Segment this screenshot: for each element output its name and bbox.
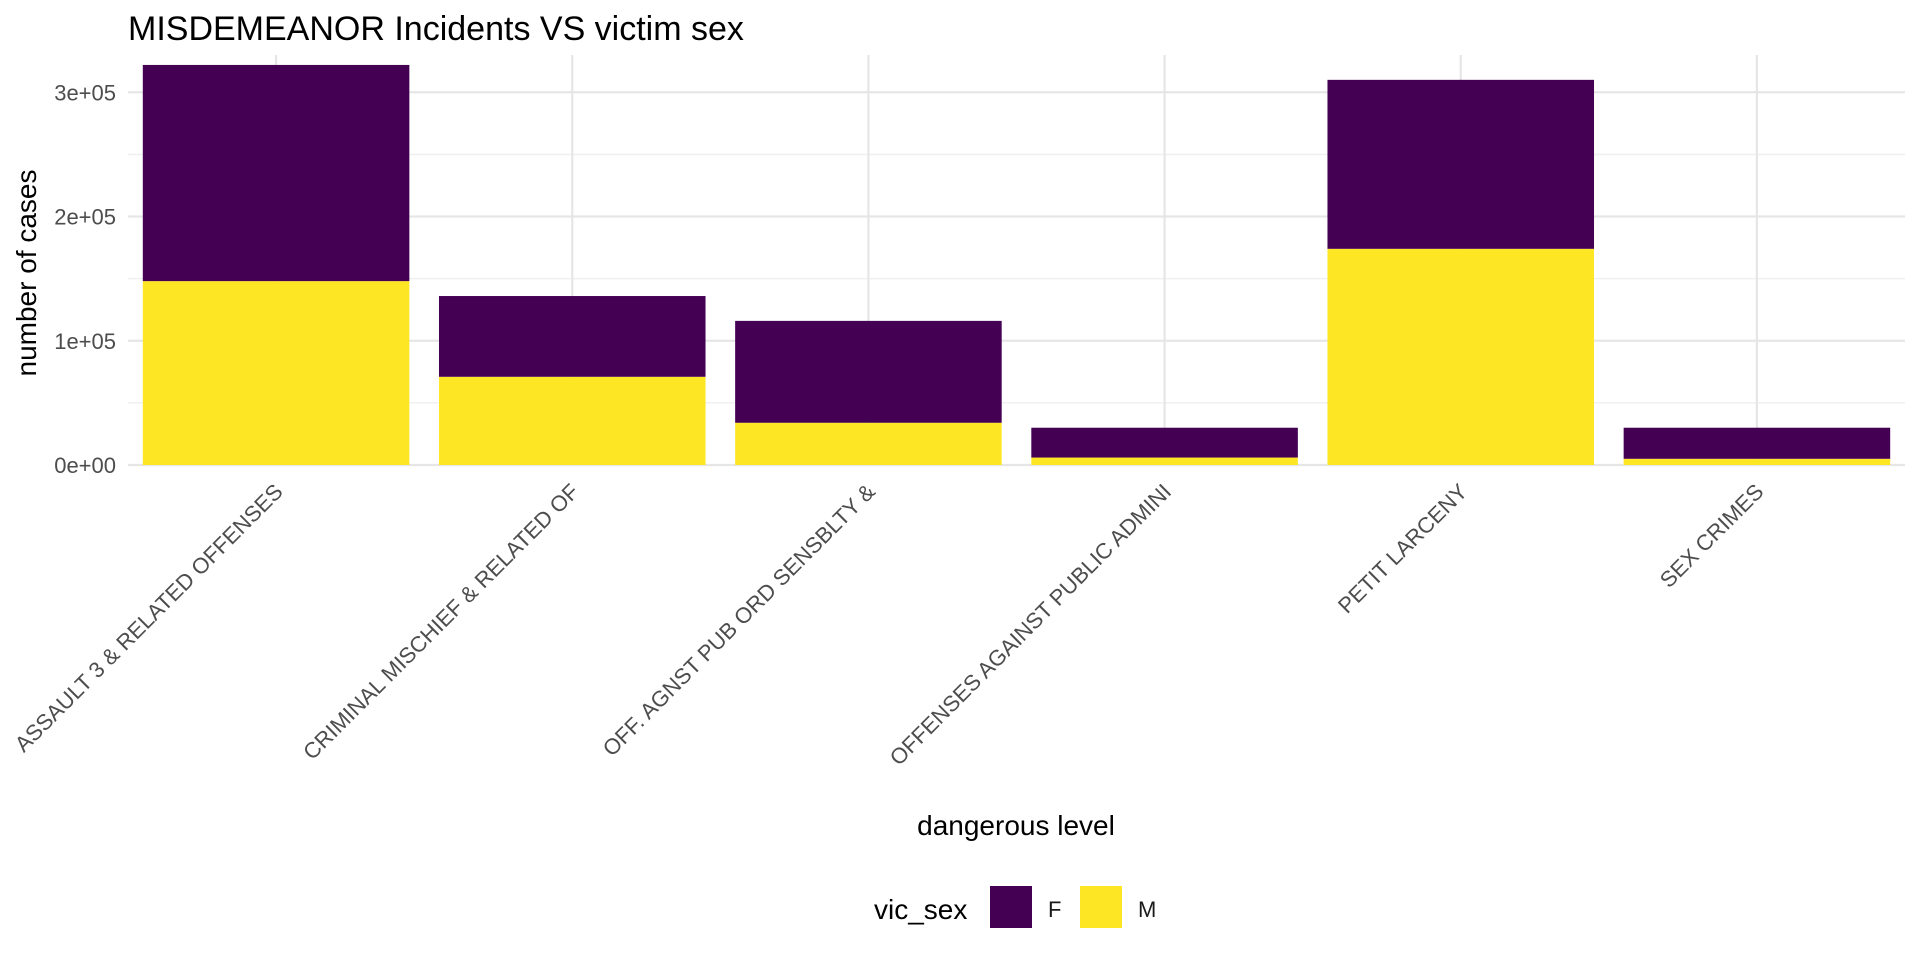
bar-m-3 xyxy=(1031,457,1298,465)
x-tick-label: OFF. AGNST PUB ORD SENSBLTY & xyxy=(598,479,880,761)
x-tick-label: PETIT LARCENY xyxy=(1333,479,1473,619)
bar-f-1 xyxy=(438,296,706,377)
bar-m-0 xyxy=(142,281,410,465)
y-axis-title: number of cases xyxy=(11,170,42,377)
legend-label-f: F xyxy=(1048,897,1061,922)
bar-f-0 xyxy=(142,64,410,282)
x-axis-title: dangerous level xyxy=(917,810,1115,841)
bar-f-3 xyxy=(1031,427,1298,458)
y-tick-label: 3e+05 xyxy=(54,80,116,105)
bars xyxy=(142,64,1891,465)
x-tick-label: OFFENSES AGAINST PUBLIC ADMINI xyxy=(885,479,1176,770)
y-tick-label: 1e+05 xyxy=(54,329,116,354)
x-tick-label: SEX CRIMES xyxy=(1655,479,1769,593)
chart-title: MISDEMEANOR Incidents VS victim sex xyxy=(128,10,744,48)
legend-key-f xyxy=(990,886,1032,928)
y-tick-label: 0e+00 xyxy=(54,453,116,478)
bar-f-2 xyxy=(735,320,1002,423)
y-axis-ticks: 0e+00 1e+05 2e+05 3e+05 xyxy=(54,80,116,478)
bar-m-4 xyxy=(1327,248,1595,465)
bar-m-1 xyxy=(438,376,706,465)
x-tick-label: ASSAULT 3 & RELATED OFFENSES xyxy=(10,479,288,757)
legend-label-m: M xyxy=(1138,897,1156,922)
bar-f-4 xyxy=(1327,79,1595,249)
bar-f-5 xyxy=(1623,427,1891,459)
y-tick-label: 2e+05 xyxy=(54,205,116,230)
bar-m-2 xyxy=(735,422,1002,465)
legend-title: vic_sex xyxy=(874,894,967,925)
x-axis-ticks: ASSAULT 3 & RELATED OFFENSES CRIMINAL MIS… xyxy=(10,479,1769,771)
legend-key-m xyxy=(1080,886,1122,928)
bar-m-5 xyxy=(1623,458,1891,465)
x-tick-label: CRIMINAL MISCHIEF & RELATED OF xyxy=(298,479,584,765)
